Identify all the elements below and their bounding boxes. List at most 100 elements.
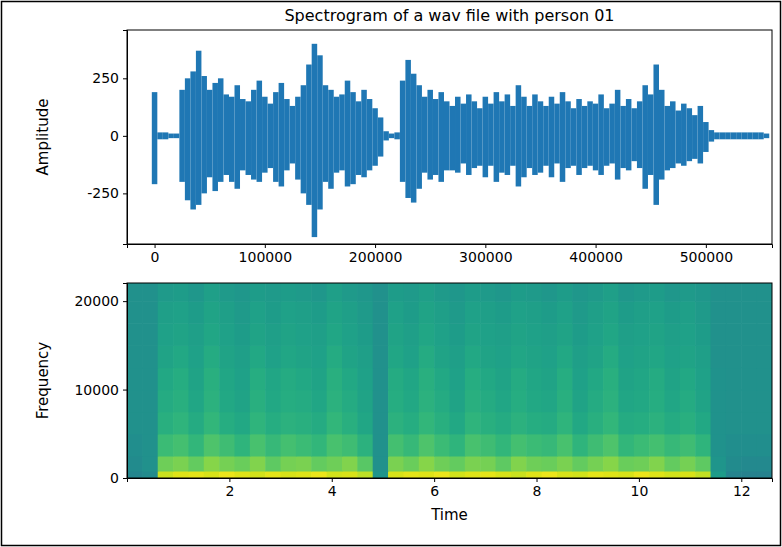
spectrogram-cell bbox=[603, 323, 619, 346]
spectrogram-cell bbox=[173, 367, 189, 390]
spectrogram-cell bbox=[327, 367, 343, 390]
spectrogram-cell bbox=[296, 283, 312, 302]
spectrogram-cell bbox=[403, 390, 419, 413]
spectrogram-cell bbox=[265, 283, 281, 302]
spectrogram-cell bbox=[557, 456, 573, 472]
spectrogram-cell bbox=[142, 390, 158, 413]
tick-mark bbox=[706, 244, 707, 248]
spectrogram-cell bbox=[757, 434, 772, 457]
spectrogram-cell bbox=[204, 367, 220, 390]
spectrogram-cell bbox=[373, 301, 389, 324]
waveform-segment bbox=[483, 97, 489, 178]
spectrogram-cell bbox=[634, 390, 650, 413]
spectrogram-cell bbox=[572, 434, 588, 457]
spectrogram-cell bbox=[741, 283, 757, 302]
spectrogram-cell bbox=[173, 301, 189, 324]
spectrogram-cell bbox=[434, 283, 450, 302]
spectrogram-cell bbox=[357, 323, 373, 346]
spectrogram-cell bbox=[127, 323, 143, 346]
spectrogram-cell bbox=[373, 367, 389, 390]
tick: 8 bbox=[533, 478, 542, 499]
chart-svg: 0100000200000300000400000500000-2500250S… bbox=[0, 0, 782, 547]
spectrogram-cell bbox=[634, 456, 650, 472]
spectrogram-cell bbox=[741, 323, 757, 346]
spectrogram-cell bbox=[450, 471, 466, 478]
spectrogram-cell bbox=[741, 471, 757, 478]
spectrogram-cell bbox=[188, 456, 204, 472]
waveform-segment bbox=[444, 101, 450, 170]
spectrogram-cell bbox=[726, 345, 742, 368]
spectrogram-cell bbox=[188, 471, 204, 478]
waveform-segment bbox=[416, 85, 422, 189]
spectrogram-cell bbox=[127, 434, 143, 457]
spectrogram-cell bbox=[403, 283, 419, 302]
spectrogram-cell bbox=[757, 367, 772, 390]
tick-mark bbox=[123, 136, 127, 137]
waveform-segment bbox=[571, 108, 577, 166]
spectrogram-cell bbox=[373, 471, 389, 478]
spectrogram-cell bbox=[526, 412, 542, 435]
tick-mark bbox=[123, 390, 127, 391]
spectrogram-cell bbox=[726, 323, 742, 346]
spectrogram-cell bbox=[741, 434, 757, 457]
spectrogram-cell bbox=[618, 471, 634, 478]
spectrogram-cell bbox=[342, 345, 358, 368]
waveform-segment bbox=[257, 81, 263, 182]
spectrogram-cell bbox=[680, 323, 696, 346]
spectrogram-cell bbox=[465, 345, 481, 368]
spectrogram-cell bbox=[296, 471, 312, 478]
tick: 300000 bbox=[459, 244, 512, 265]
spectrogram-cell bbox=[388, 412, 404, 435]
spectrogram-cell bbox=[588, 412, 604, 435]
waveform-segment bbox=[488, 104, 494, 166]
spectrogram-cell bbox=[726, 390, 742, 413]
spectrogram-cell bbox=[634, 345, 650, 368]
spectrogram-cell bbox=[680, 434, 696, 457]
spectrogram-cell bbox=[296, 323, 312, 346]
spectrogram-cell bbox=[757, 323, 772, 346]
spectrogram-cell bbox=[419, 434, 435, 457]
waveform-segment bbox=[179, 90, 185, 182]
spectrogram-cell bbox=[127, 283, 143, 302]
spectrogram-cell bbox=[603, 412, 619, 435]
spectrogram-cell bbox=[695, 456, 711, 472]
tick-label: 100000 bbox=[239, 249, 292, 265]
waveform-segment bbox=[676, 111, 682, 164]
spectrogram-cell bbox=[158, 323, 174, 346]
tick: -250 bbox=[87, 185, 127, 201]
spectrogram-cell bbox=[450, 323, 466, 346]
waveform-segment bbox=[378, 117, 384, 156]
spectrogram-cell bbox=[342, 412, 358, 435]
spectrogram-cell bbox=[450, 390, 466, 413]
spectrogram-cell bbox=[465, 283, 481, 302]
spectrogram-cell bbox=[511, 390, 527, 413]
spectrogram-cell bbox=[665, 301, 681, 324]
spectrogram-cell bbox=[557, 283, 573, 302]
spectrogram-cell bbox=[695, 390, 711, 413]
tick-label: 300000 bbox=[459, 249, 512, 265]
tick-label: 8 bbox=[533, 483, 542, 499]
spectrogram-cell bbox=[741, 456, 757, 472]
spectrogram-cell bbox=[142, 345, 158, 368]
waveform-segment bbox=[521, 97, 527, 178]
tick-label: -250 bbox=[87, 185, 119, 201]
spectrogram-cell bbox=[296, 345, 312, 368]
spectrogram-cell bbox=[311, 323, 327, 346]
spectrogram-cell bbox=[403, 471, 419, 478]
spectrogram-cell bbox=[496, 301, 512, 324]
spectrogram-cell bbox=[342, 367, 358, 390]
tick-label: 2 bbox=[225, 483, 234, 499]
spectrogram-cell bbox=[726, 283, 742, 302]
spectrogram-cell bbox=[695, 367, 711, 390]
tick-mark bbox=[596, 244, 597, 248]
waveform-segment bbox=[609, 104, 615, 164]
spectrogram-cell bbox=[357, 283, 373, 302]
spectrogram-cell bbox=[127, 471, 143, 478]
spectrogram-cell bbox=[711, 390, 727, 413]
spectrogram-cell bbox=[419, 412, 435, 435]
spectrogram-cell bbox=[757, 390, 772, 413]
waveform-segment bbox=[598, 94, 604, 175]
spectrogram-cell bbox=[204, 301, 220, 324]
waveform-segment bbox=[251, 90, 257, 180]
spectrogram-cell bbox=[588, 390, 604, 413]
